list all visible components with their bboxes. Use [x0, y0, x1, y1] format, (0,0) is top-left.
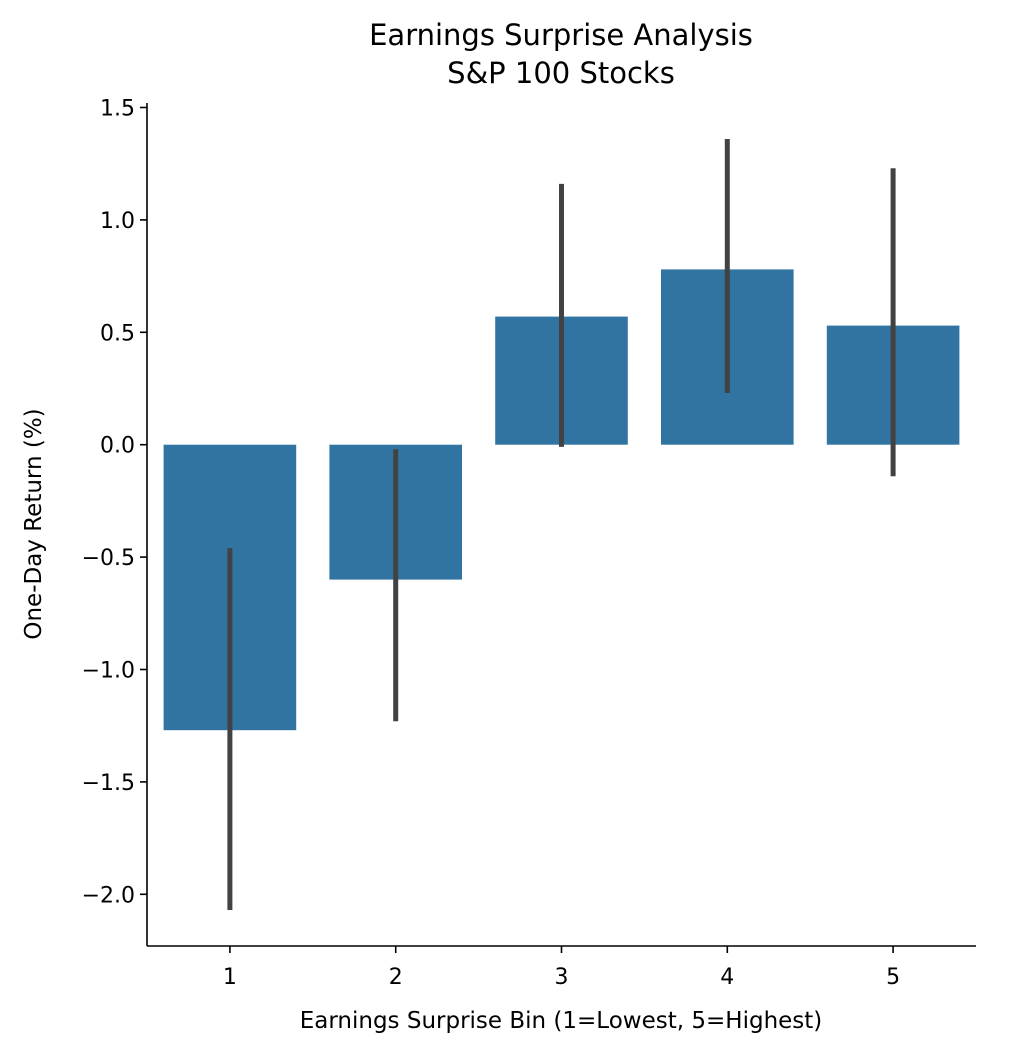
chart-title: Earnings Surprise Analysis	[369, 18, 753, 52]
y-tick-label: −1.0	[82, 659, 135, 684]
y-tick-label: 1.0	[100, 209, 135, 234]
y-tick-label: 0.0	[100, 434, 135, 459]
y-tick-label: 1.5	[100, 97, 135, 122]
y-tick-label: −2.0	[82, 883, 135, 908]
chart-subtitle: S&P 100 Stocks	[447, 56, 675, 90]
x-tick-label: 3	[555, 965, 569, 990]
x-tick-label: 4	[720, 965, 734, 990]
x-tick-label: 1	[223, 965, 237, 990]
y-tick-label: −1.5	[82, 771, 135, 796]
y-tick-label: −0.5	[82, 546, 135, 571]
x-tick-label: 5	[886, 965, 900, 990]
y-tick-label: 0.5	[100, 321, 135, 346]
y-ticks-group: −2.0 −1.5 −1.0 −0.5 0.0 0.5 1.0 1.5	[82, 97, 147, 908]
x-ticks-group: 1 2 3 4 5	[223, 946, 900, 990]
y-axis-label: One-Day Return (%)	[21, 408, 47, 639]
x-tick-label: 2	[389, 965, 403, 990]
x-axis-label: Earnings Surprise Bin (1=Lowest, 5=Highe…	[300, 1008, 823, 1034]
error-bars-group	[227, 139, 896, 910]
